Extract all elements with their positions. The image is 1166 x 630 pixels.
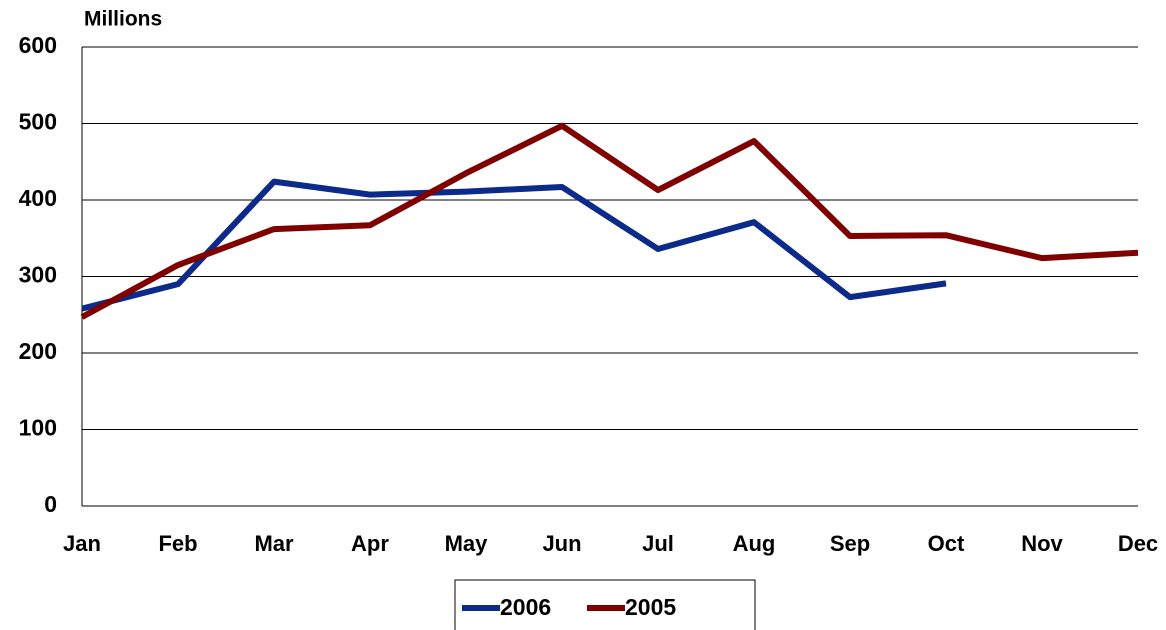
y-tick-label: 500 — [19, 109, 57, 135]
y-tick-label: 300 — [19, 262, 57, 288]
x-tick-label: Sep — [830, 531, 870, 556]
y-tick-label: 200 — [19, 338, 57, 364]
legend-label: 2005 — [625, 594, 676, 620]
x-tick-label: Jan — [63, 531, 101, 556]
x-tick-label: Aug — [733, 531, 776, 556]
series-line — [81, 178, 947, 312]
y-tick-label: 400 — [19, 185, 57, 211]
series-line — [80, 122, 1139, 320]
x-tick-label: Apr — [351, 531, 389, 556]
y-tick-label: 600 — [19, 32, 57, 58]
y-tick-label: 100 — [19, 415, 57, 441]
x-tick-label: Dec — [1118, 531, 1158, 556]
x-tick-label: Jun — [542, 531, 581, 556]
x-tick-label: Oct — [928, 531, 965, 556]
y-tick-label: 0 — [44, 491, 57, 517]
x-tick-label: May — [445, 531, 489, 556]
x-tick-label: Jul — [642, 531, 674, 556]
x-tick-label: Mar — [254, 531, 294, 556]
y-axis-label: Millions — [84, 8, 162, 31]
x-tick-label: Feb — [158, 531, 197, 556]
x-tick-label: Nov — [1021, 531, 1063, 556]
legend-label: 2006 — [500, 594, 551, 620]
